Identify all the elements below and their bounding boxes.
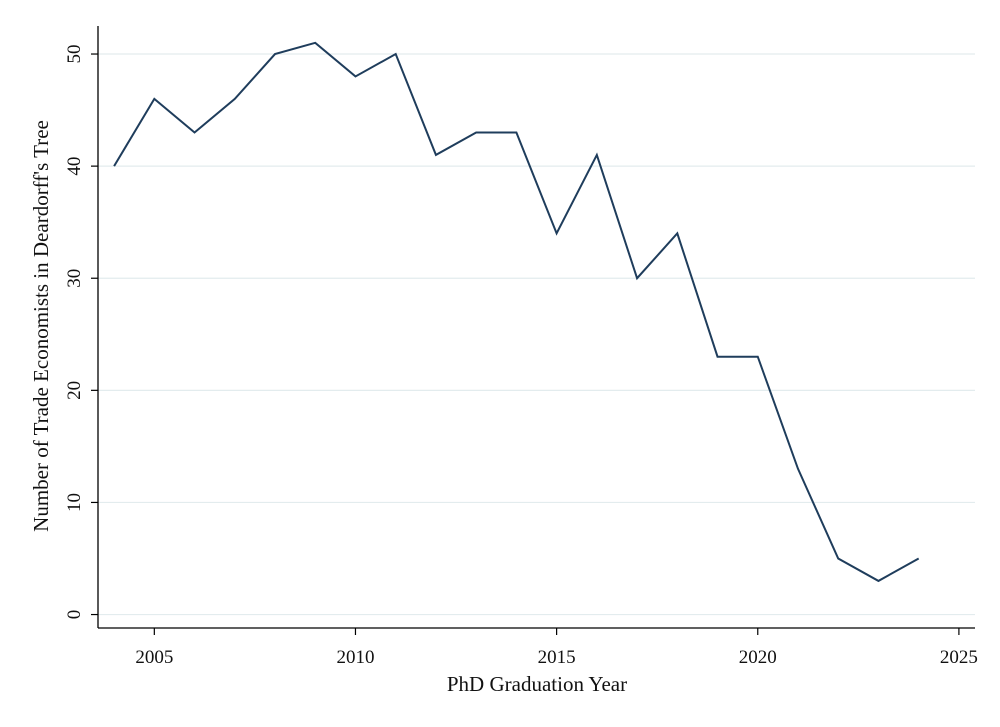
y-tick-label-0: 0 bbox=[64, 610, 85, 620]
y-axis-title: Number of Trade Economists in Deardorff'… bbox=[29, 120, 53, 532]
tick-labels: 0 10 20 30 40 50 2005 2010 2015 2020 2025 bbox=[64, 45, 978, 668]
series bbox=[113, 41, 920, 583]
x-tick-label-2015: 2015 bbox=[538, 647, 576, 668]
y-tick-label-50: 50 bbox=[64, 45, 85, 64]
y-tick-label-10: 10 bbox=[64, 493, 85, 512]
y-tick-label-30: 30 bbox=[64, 269, 85, 288]
series-line-0 bbox=[113, 41, 920, 583]
x-tick-label-2010: 2010 bbox=[336, 647, 374, 668]
x-tick-label-2025: 2025 bbox=[940, 647, 978, 668]
y-tick-label-20: 20 bbox=[64, 381, 85, 400]
gridlines bbox=[98, 53, 975, 616]
x-axis-title: PhD Graduation Year bbox=[447, 672, 627, 696]
axes bbox=[91, 26, 975, 635]
x-tick-label-2020: 2020 bbox=[739, 647, 777, 668]
y-tick-label-40: 40 bbox=[64, 157, 85, 176]
x-tick-label-2005: 2005 bbox=[135, 647, 173, 668]
